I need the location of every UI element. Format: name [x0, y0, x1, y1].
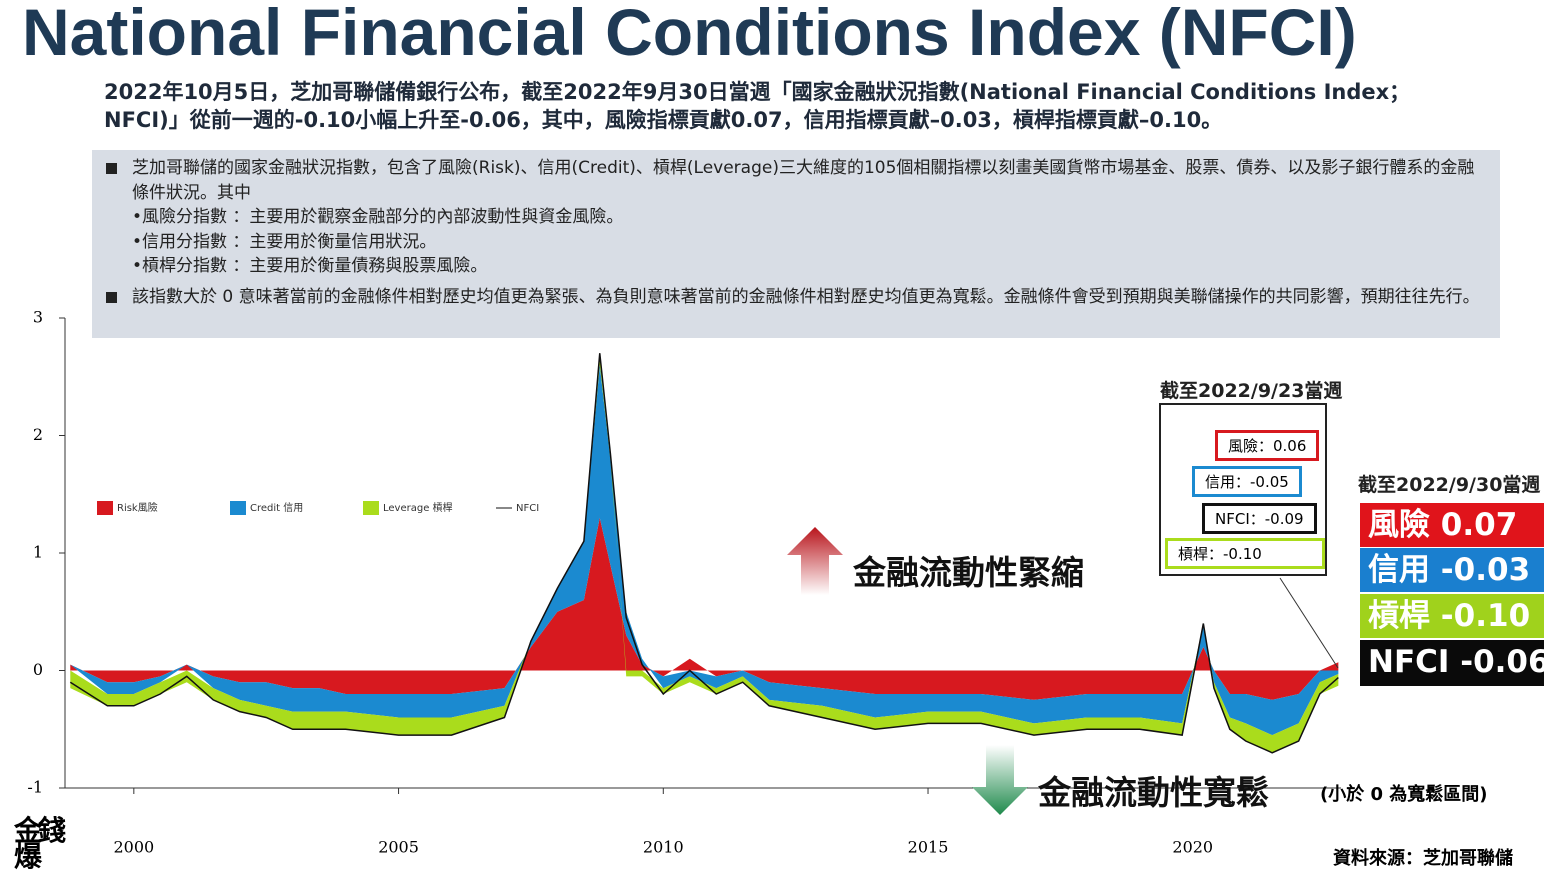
- callout-title: 截至2022/9/23當週: [1160, 380, 1343, 402]
- callout-value: 信用 -0.03: [1360, 548, 1544, 592]
- inset-frame: [1159, 403, 1327, 576]
- y-tick-label: 2: [33, 425, 43, 444]
- legend-swatch: [363, 501, 379, 515]
- legend-swatch: [97, 501, 113, 515]
- bullet: 該指數大於 0 意味著當前的金融條件相對歷史均值更為緊張、為負則意味著當前的金融…: [106, 285, 1480, 310]
- line: [69, 353, 1339, 754]
- pointer-line: [1279, 577, 1339, 669]
- x-tick-label: 2015: [908, 838, 949, 857]
- plot-area: 3 2 1 0 -1 2000 2005 2010 2015 2020 Risk風險 Credit 信…: [27, 308, 1341, 857]
- callout-value: 槓桿 -0.10: [1360, 594, 1544, 638]
- legend-label: Leverage 槓桿: [383, 501, 453, 514]
- source: 資料來源：芝加哥聯儲: [1333, 848, 1513, 869]
- annotation: 金融流動性緊縮: [853, 553, 1084, 592]
- area: [70, 517, 1339, 700]
- legend-swatch: [230, 501, 246, 515]
- x-tick-label: 2020: [1172, 838, 1213, 857]
- notes-box: 芝加哥聯儲的國家金融狀況指數，包含了風險(Risk)、信用(Credit)、槓桿…: [92, 150, 1500, 338]
- callout-value: 風險 0.07: [1360, 503, 1544, 547]
- y-tick-label: -1: [27, 778, 43, 797]
- callout-value: 風險：0.06: [1215, 430, 1320, 461]
- callout-value: 槓桿：-0.10: [1165, 538, 1325, 569]
- sub-item: •槓桿分指數 ：主要用於衡量債務與股票風險。: [132, 256, 488, 276]
- sub-item: •信用分指數 ：主要用於衡量信用狀況。: [132, 231, 437, 252]
- down-arrow: [972, 745, 1028, 815]
- sub-item: •風險分指數 ：主要用於觀察金融部分的內部波動性與資金風險。: [132, 207, 624, 227]
- subtitle: 2022年10月5日，芝加哥聯儲備銀行公布，截至2022年9月30日當週「國家金…: [104, 80, 1411, 132]
- y-tick-label: 3: [33, 308, 43, 327]
- callout-value: NFCI：-0.09: [1202, 503, 1317, 534]
- x-tick-label: 2010: [643, 838, 684, 857]
- callout-value: 信用：-0.05: [1192, 466, 1302, 497]
- title: National Financial Conditions Index (NFC…: [22, 0, 1357, 69]
- bullet: 芝加哥聯儲的國家金融狀況指數，包含了風險(Risk)、信用(Credit)、槓桿…: [106, 156, 1480, 205]
- callout-value: NFCI -0.06: [1360, 640, 1544, 686]
- legend-label: Credit 信用: [250, 502, 303, 514]
- up-arrow: [787, 527, 843, 595]
- y-tick-label: 1: [33, 543, 43, 562]
- annotation-note: (小於 0 為寬鬆區間): [1320, 784, 1488, 805]
- y-tick-label: 0: [33, 660, 43, 679]
- x-tick-label: 2000: [113, 838, 154, 857]
- legend-label: NFCI: [516, 503, 539, 514]
- logo: 金錢爆: [14, 814, 66, 873]
- x-tick-label: 2005: [378, 838, 419, 857]
- annotation: 金融流動性寬鬆: [1038, 773, 1269, 812]
- legend-label: Risk風險: [117, 501, 158, 514]
- callout-title: 截至2022/9/30當週: [1358, 474, 1541, 496]
